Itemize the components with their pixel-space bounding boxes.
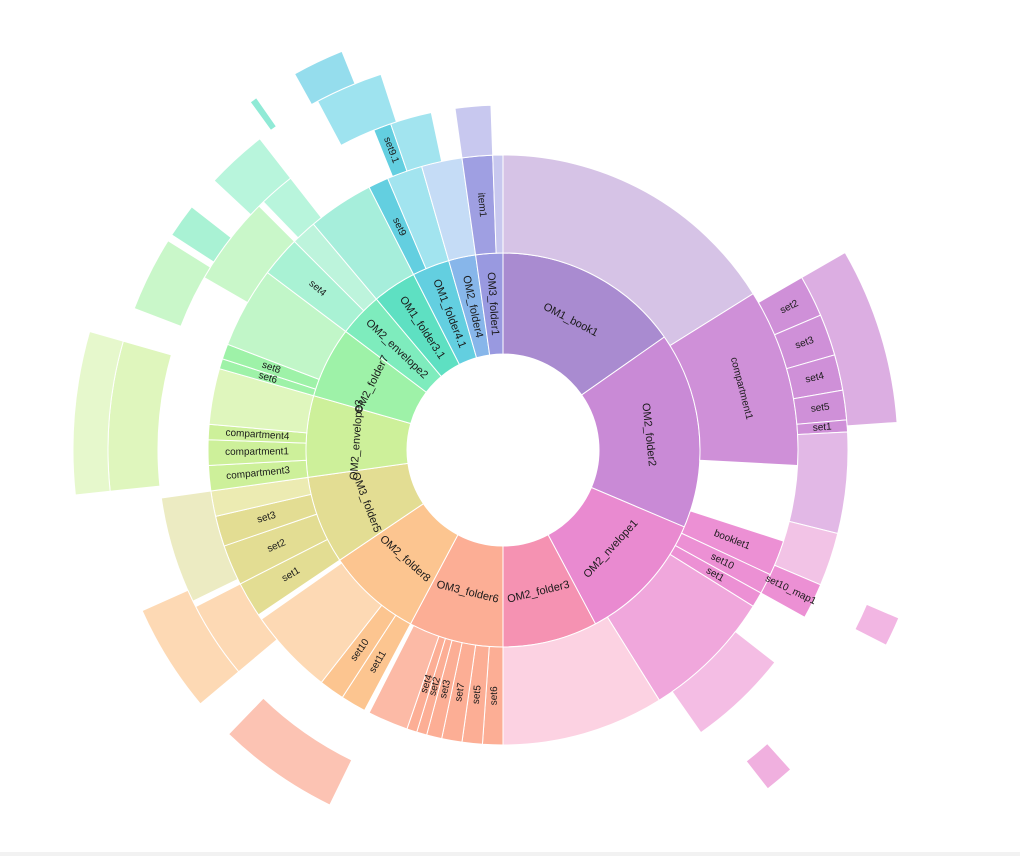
segment-label-compartment1-36: compartment1 — [225, 446, 289, 458]
sunburst-segment-unlabeled-65[interactable] — [454, 104, 494, 159]
segment-label-om2-envelope3-7: OM2_envelope3 — [348, 399, 366, 480]
segment-label-item1-48: item1 — [475, 192, 488, 218]
bottom-strip — [0, 852, 1020, 856]
sunburst-segment-unlabeled-76[interactable] — [72, 330, 124, 496]
segment-label-set5-22: set5 — [471, 684, 484, 704]
segment-label-set6-21: set6 — [489, 686, 501, 706]
sunburst-segments — [72, 50, 900, 806]
sunburst-segment-unlabeled-64[interactable] — [390, 111, 443, 172]
sunburst-segment-unlabeled-78[interactable] — [249, 97, 278, 132]
sunburst-center — [407, 354, 599, 546]
sunburst-segment-unlabeled-72[interactable] — [213, 138, 292, 216]
segment-label-set2-25: set2 — [427, 675, 443, 697]
sunburst-segment-unlabeled-74[interactable] — [854, 603, 900, 646]
sunburst-segment-unlabeled-27[interactable] — [368, 624, 440, 730]
sunburst-segment-unlabeled-70[interactable] — [133, 239, 212, 328]
sunburst-segment-unlabeled-71[interactable] — [171, 206, 232, 263]
sunburst-segment-unlabeled-75[interactable] — [745, 742, 792, 790]
sunburst-segment-unlabeled-67[interactable] — [227, 697, 353, 806]
sunburst-segment-set10-map1-57[interactable] — [760, 564, 822, 618]
segment-label-compartment4-37: compartment4 — [225, 428, 290, 443]
segment-label-set5-53: set5 — [810, 401, 831, 414]
segment-label-set7-23: set7 — [453, 682, 467, 703]
sunburst-segment-unlabeled-55[interactable] — [788, 431, 849, 535]
segment-label-set1-54: set1 — [812, 422, 832, 434]
sunburst-segment-unlabeled-58[interactable] — [671, 630, 776, 734]
segment-label-set6-39: set6 — [257, 370, 279, 386]
segment-label-set3-24: set3 — [438, 678, 453, 699]
segment-label-set3-33: set3 — [256, 510, 278, 526]
segment-label-om3-folder1-13: OM3_folder1 — [485, 272, 501, 336]
sunburst-segment-unlabeled-49[interactable] — [492, 154, 504, 254]
sunburst-segment-unlabeled-66[interactable] — [801, 251, 898, 427]
sunburst-segment-unlabeled-68[interactable] — [141, 589, 240, 705]
segment-label-set4-52: set4 — [804, 370, 825, 385]
sunburst-segment-unlabeled-60[interactable] — [160, 490, 239, 602]
sunburst-segment-unlabeled-77[interactable] — [293, 50, 356, 106]
